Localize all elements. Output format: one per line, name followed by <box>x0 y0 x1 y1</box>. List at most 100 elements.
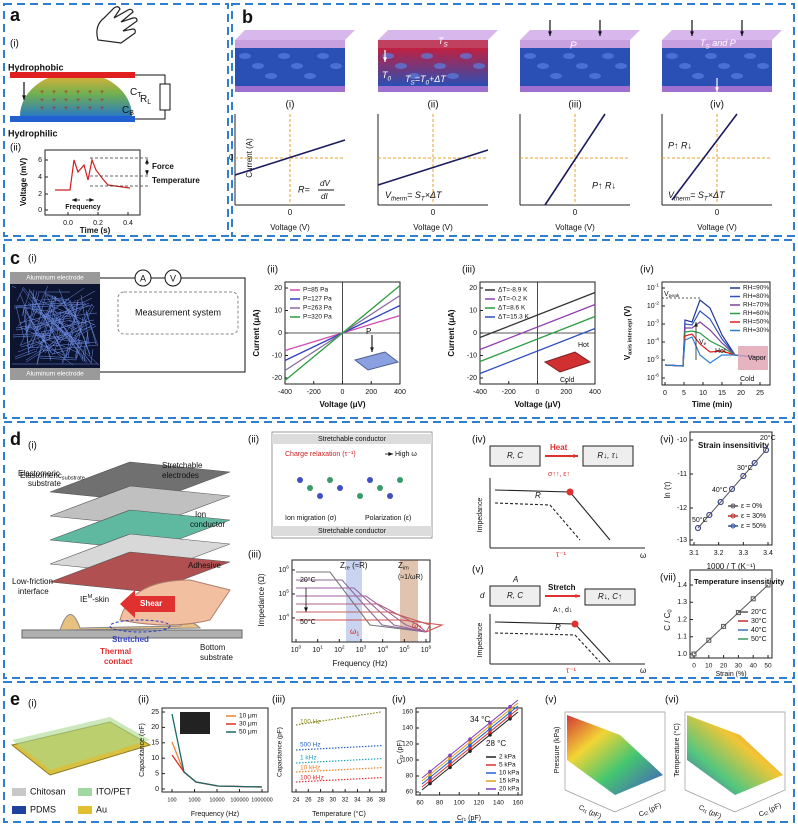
arrow-head <box>304 607 308 612</box>
device-box <box>489 585 541 607</box>
nanowire <box>19 293 45 353</box>
inset-label: Cold <box>560 377 575 384</box>
text-part: 6 <box>429 645 432 651</box>
droplet <box>20 72 132 116</box>
arrow-head <box>370 347 374 352</box>
text-part: V <box>385 190 392 200</box>
text-part: Z <box>340 561 345 570</box>
annotation: 40°C <box>712 486 728 494</box>
data-point <box>729 486 735 492</box>
y-tick-label: 10 <box>151 755 159 762</box>
nanowire <box>15 317 71 329</box>
y-tick-label: 80 <box>406 773 414 780</box>
subpanel-label: (i) <box>286 100 295 111</box>
subpanel-label: (ii) <box>248 435 259 446</box>
impedance-curve <box>296 619 445 633</box>
data-point <box>765 582 771 588</box>
nanowire <box>44 292 76 308</box>
text-part: -5 <box>655 355 660 361</box>
legend-label: ITO/PET <box>96 786 131 796</box>
axis-label: Time (min) <box>692 400 733 409</box>
text-part: -6 <box>655 373 660 379</box>
pore <box>317 53 329 59</box>
impedance-curve <box>296 587 427 633</box>
text-part: 10 <box>356 647 364 654</box>
legend-label: ΔT=-8.9 K <box>498 287 528 294</box>
text-part: C <box>638 810 646 818</box>
y-tick-label: 20 <box>469 285 477 292</box>
x-tick-label: 3.3 <box>738 550 748 557</box>
text-part: V <box>664 291 669 298</box>
panel-label: e <box>10 689 20 709</box>
charge-sign: + <box>40 97 44 104</box>
iv-line <box>234 139 346 176</box>
vapor-response <box>664 336 766 367</box>
charge-sign: + <box>64 97 68 104</box>
inset-image <box>738 346 768 370</box>
y-tick-label: -12 <box>677 505 687 512</box>
text-part: f2 <box>399 755 405 759</box>
text-part: = S <box>407 190 421 200</box>
layer-sheet <box>49 551 231 593</box>
tick-label: 10-2 <box>647 301 659 310</box>
skin-patch <box>59 614 202 631</box>
charge-sign: + <box>64 105 68 112</box>
molecule <box>397 477 403 483</box>
panel-label: a <box>10 5 21 25</box>
data-point <box>706 637 712 643</box>
formula: dV <box>320 179 330 188</box>
text-part: (pF) <box>397 740 404 755</box>
text-part: C <box>698 804 706 812</box>
y-tick-label: 100 <box>402 757 413 764</box>
y-tick-label: 20 <box>274 285 282 292</box>
component-label: IEM-skin <box>80 595 109 604</box>
annotation: Polarization (ε) <box>365 515 411 522</box>
data-point <box>428 778 432 783</box>
x-tick-label: 140 <box>493 800 504 807</box>
legend-label: 30 μm <box>239 721 257 728</box>
inset-label: Cold <box>740 376 755 383</box>
impedance-curve <box>494 621 611 663</box>
annotation: A↑, d↓ <box>553 607 572 614</box>
formula: Vtherm= ST×ΔT <box>668 190 726 202</box>
box-label: R↓, C↑ <box>598 592 622 601</box>
axis-label: Impedance (Ω) <box>257 573 266 626</box>
text-part: 0 <box>388 75 392 82</box>
component-label: Low-friction <box>12 577 53 586</box>
y-tick-label: 0 <box>38 207 42 214</box>
annotation: Ve <box>699 339 707 348</box>
series-label: 500 Hz <box>300 742 321 749</box>
frequency-band <box>346 560 362 642</box>
text-part: T <box>405 74 412 84</box>
axes-frame <box>415 707 523 796</box>
pore <box>615 63 627 69</box>
nanowire <box>56 310 62 336</box>
component-label: Elastomeric <box>18 469 60 478</box>
subpanel-label: (iii) <box>272 695 285 706</box>
data-point <box>508 710 512 715</box>
text-part: 3 <box>364 645 367 651</box>
text-part: 0 <box>425 79 429 86</box>
text-part: +ΔT <box>429 74 447 84</box>
x-tick-label: 120 <box>473 800 484 807</box>
legend-label: 10 μm <box>239 713 257 720</box>
nanowire <box>81 331 89 361</box>
electrode-label: Aluminum electrode <box>26 371 84 378</box>
arrow-head <box>548 31 552 36</box>
tick-label: 102 <box>334 645 345 654</box>
text-part: 4 <box>286 613 289 619</box>
capacitance-curve <box>295 758 383 764</box>
annotation: Zre (≈R) <box>340 561 368 572</box>
nanowire <box>68 320 88 324</box>
component-label: Ion <box>195 510 206 519</box>
axis-label: Voltage (V) <box>270 223 310 232</box>
text-part: S <box>444 41 449 48</box>
pore <box>692 73 704 79</box>
tick-label: 100 <box>291 645 302 654</box>
x-tick-label: 100 <box>454 800 465 807</box>
x-tick-label: 400 <box>394 389 406 396</box>
axis-label: Voltage (μV) <box>514 400 560 409</box>
molecule <box>367 477 373 483</box>
nanowire <box>90 348 94 364</box>
meter <box>134 269 152 287</box>
